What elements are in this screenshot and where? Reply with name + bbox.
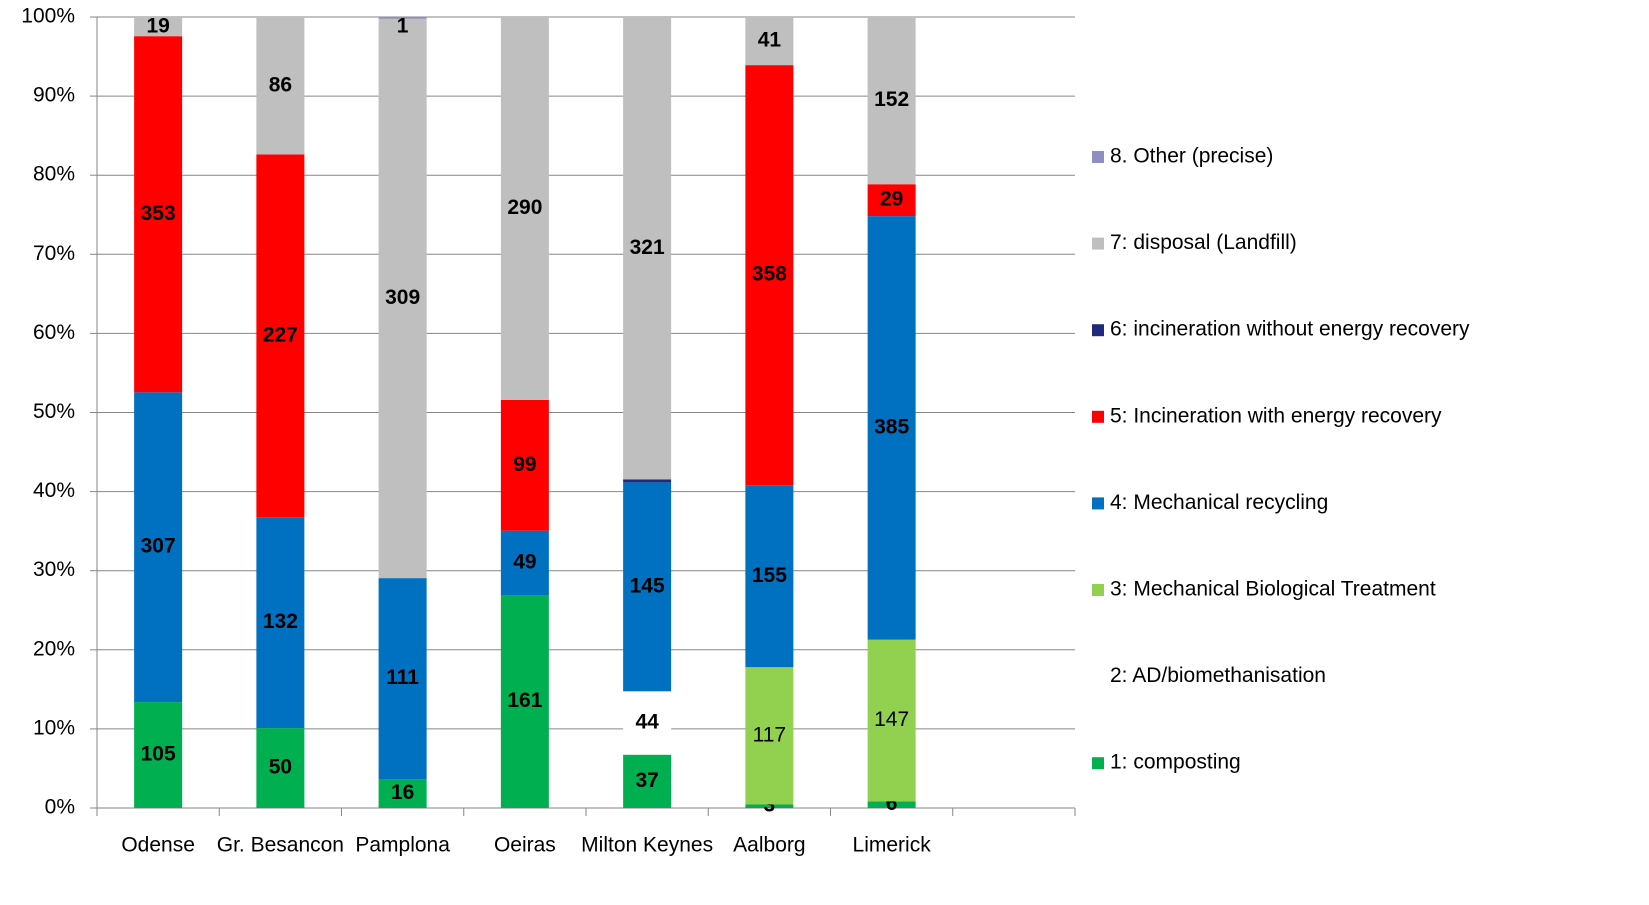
data-label: 19 <box>146 15 169 38</box>
y-tick-label: 70% <box>33 242 75 265</box>
y-tick-label: 30% <box>33 558 75 581</box>
data-label: 44 <box>635 711 659 734</box>
legend-swatch <box>1092 670 1104 683</box>
x-tick-label: Pamplona <box>355 834 450 857</box>
bar-segment <box>867 639 916 802</box>
bar-segment <box>378 18 427 579</box>
y-tick-label: 80% <box>33 163 75 186</box>
x-tick-label: Odense <box>121 834 195 857</box>
y-tick-label: 50% <box>33 400 75 423</box>
data-label: 307 <box>141 535 176 558</box>
data-label: 6 <box>886 792 898 815</box>
data-label: 152 <box>874 88 909 111</box>
bar-segment <box>378 17 427 19</box>
bar-segment <box>745 804 794 808</box>
data-label: 16 <box>391 781 414 804</box>
bar-segment <box>867 17 916 185</box>
bar-segment <box>745 65 794 486</box>
data-label: 117 <box>753 723 786 746</box>
bar-segment <box>623 482 672 692</box>
data-label: 29 <box>880 188 903 211</box>
data-label: 309 <box>385 286 420 309</box>
legend-swatch <box>1092 497 1104 510</box>
bar-segment <box>500 530 549 596</box>
bar-segment <box>134 392 183 703</box>
bar-segment <box>623 479 672 483</box>
data-label: 86 <box>269 73 292 96</box>
bar-segment <box>745 485 794 668</box>
data-label: 37 <box>635 769 658 792</box>
bar-segment <box>256 154 305 518</box>
data-label: 111 <box>386 666 419 689</box>
x-tick-label: Oeiras <box>494 834 556 857</box>
data-label: 3 <box>764 794 776 817</box>
data-label: 145 <box>630 574 665 597</box>
x-tick-label: Aalborg <box>733 834 805 857</box>
bar-segment <box>500 399 549 531</box>
data-label: 147 <box>874 708 909 731</box>
legend-label: 6: incineration without energy recovery <box>1110 318 1470 341</box>
bar-segment <box>256 517 305 729</box>
y-tick-label: 20% <box>33 637 75 660</box>
bar-segment <box>623 17 672 480</box>
data-label: 49 <box>513 551 536 574</box>
legend-label: 7: disposal (Landfill) <box>1110 231 1297 254</box>
legend-label: 5: Incineration with energy recovery <box>1110 404 1442 427</box>
legend-swatch <box>1092 410 1104 423</box>
bar-segment <box>256 17 305 155</box>
data-label: 227 <box>263 323 298 346</box>
legend-label: 4: Mechanical recycling <box>1110 491 1328 514</box>
bar-segment <box>867 216 916 640</box>
bar-segment <box>256 728 305 808</box>
x-tick-label: Limerick <box>853 834 932 857</box>
bar-segment <box>378 578 427 780</box>
bar-segment <box>134 17 183 37</box>
y-tick-label: 0% <box>45 796 75 819</box>
bar-segment <box>745 17 794 66</box>
data-label: 353 <box>141 202 176 225</box>
bar-segment <box>867 184 916 217</box>
data-label: 132 <box>263 610 298 633</box>
x-tick-label: Milton Keynes <box>581 834 713 857</box>
y-tick-label: 90% <box>33 84 75 107</box>
data-label: 105 <box>141 743 176 766</box>
legend-swatch <box>1092 324 1104 337</box>
y-tick-label: 100% <box>21 5 75 28</box>
bar-segment <box>134 702 183 808</box>
data-label: 155 <box>752 564 787 587</box>
bar-segment <box>623 754 672 808</box>
y-tick-label: 10% <box>33 716 75 739</box>
legend-swatch <box>1092 757 1104 770</box>
data-label: 321 <box>630 236 665 259</box>
legend-label: 3: Mechanical Biological Treatment <box>1110 578 1436 601</box>
data-label: 50 <box>269 756 292 779</box>
data-label: 290 <box>507 196 542 219</box>
legend-label: 8. Other (precise) <box>1110 145 1273 168</box>
legend-swatch <box>1092 584 1104 596</box>
y-tick-label: 60% <box>33 321 75 344</box>
bar-segment <box>623 691 672 755</box>
legend-label: 1: composting <box>1110 751 1241 774</box>
x-tick-label: Gr. Besancon <box>217 834 344 857</box>
data-label: 358 <box>752 263 787 286</box>
legend-label: 2: AD/biomethanisation <box>1110 664 1326 687</box>
bar-segment <box>378 779 427 808</box>
legend-swatch <box>1092 151 1104 163</box>
bar-segment <box>500 17 549 400</box>
data-label: 385 <box>874 415 909 438</box>
data-label: 1 <box>397 15 409 38</box>
bar-segment <box>500 595 549 808</box>
legend-swatch <box>1092 237 1104 250</box>
data-label: 41 <box>758 29 782 52</box>
y-tick-label: 40% <box>33 479 75 502</box>
bar-segment <box>867 801 916 808</box>
bar-segment <box>745 667 794 805</box>
data-label: 161 <box>507 689 542 712</box>
data-label: 99 <box>513 453 536 476</box>
bar-segment <box>134 36 183 393</box>
